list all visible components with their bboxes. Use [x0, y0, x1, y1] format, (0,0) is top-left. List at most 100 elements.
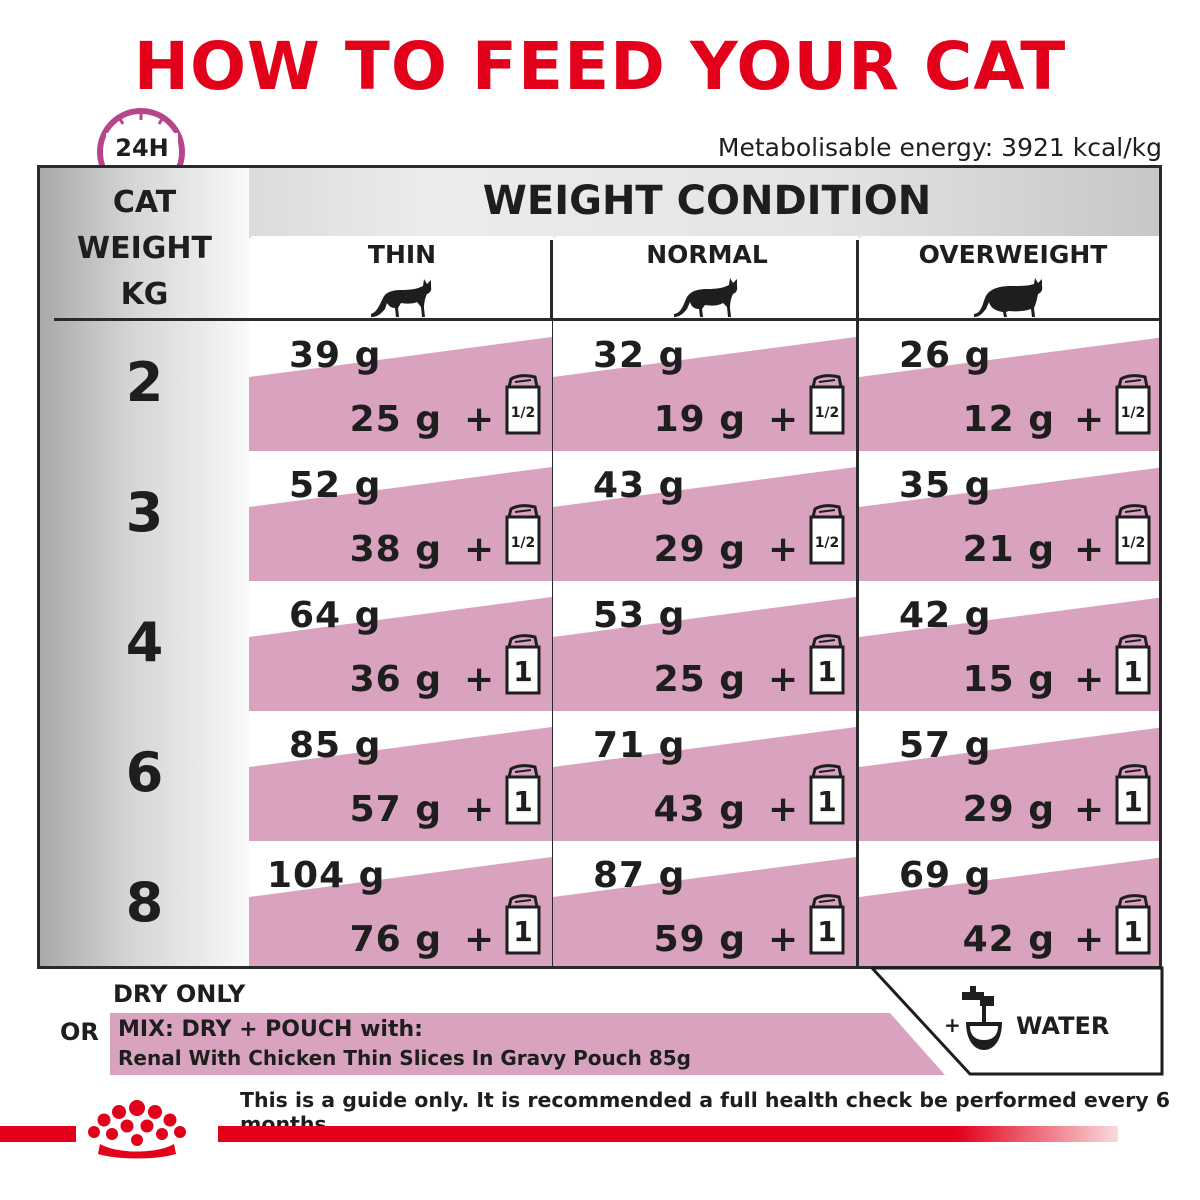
dry-amount: 69 g [899, 855, 992, 896]
weight-condition-title: WEIGHT CONDITION [482, 178, 932, 224]
pouch-icon: 1 [809, 634, 845, 695]
mix-amount: 19 g [653, 399, 746, 440]
mix-band [249, 597, 552, 711]
feeding-cell: 43 g 29 g +1/2 [553, 451, 856, 581]
pouch-amount: 1 [1123, 655, 1142, 688]
pouch-amount: 1 [1123, 785, 1142, 818]
pouch-icon: 1/2 [1115, 504, 1151, 565]
dry-amount: 53 g [593, 595, 686, 636]
mix-band [249, 467, 552, 581]
pouch-icon: 1 [1115, 634, 1151, 695]
pouch-icon: 1/2 [809, 504, 845, 565]
mix-amount: 57 g [349, 789, 442, 830]
pouch-icon: 1 [809, 894, 845, 955]
plus-sign: + [768, 789, 799, 830]
pouch-amount: 1 [513, 785, 532, 818]
pouch-amount: 1 [817, 915, 836, 948]
plus-sign: + [768, 919, 799, 960]
feeding-cell: 71 g 43 g +1 [553, 711, 856, 841]
plus-sign: + [464, 399, 495, 440]
mix-amount: 42 g [962, 919, 1055, 960]
legend-mix-product: Renal With Chicken Thin Slices In Gravy … [118, 1046, 691, 1070]
mix-band [859, 857, 1159, 966]
feeding-table: CAT WEIGHT KG WEIGHT CONDITION THIN NORM… [37, 165, 1162, 969]
pouch-amount: 1/2 [511, 535, 536, 551]
legend-mix-title: MIX: DRY + POUCH with: [118, 1017, 423, 1042]
dry-amount: 52 g [289, 465, 382, 506]
feeding-cell: 42 g 15 g +1 [859, 581, 1159, 711]
crown-logo [88, 1100, 186, 1159]
pouch-amount: 1 [817, 785, 836, 818]
mix-band [859, 467, 1159, 581]
plus-sign: + [1074, 529, 1105, 570]
dry-amount: 87 g [593, 855, 686, 896]
page-title: HOW TO FEED YOUR CAT [133, 28, 1067, 105]
mix-band [249, 857, 552, 966]
mix-band [859, 597, 1159, 711]
pouch-amount: 1/2 [1121, 535, 1146, 551]
plus-sign: + [1074, 789, 1105, 830]
cat-thin-icon [371, 279, 432, 317]
feeding-cell: 69 g 42 g +1 [859, 841, 1159, 966]
pouch-amount: 1 [817, 655, 836, 688]
mix-band [859, 337, 1159, 451]
pouch-icon: 1/2 [505, 504, 541, 565]
pouch-amount: 1/2 [815, 535, 840, 551]
plus-sign: + [464, 919, 495, 960]
pouch-amount: 1 [513, 655, 532, 688]
pouch-icon: 1/2 [1115, 374, 1151, 435]
feeding-cell: 26 g 12 g +1/2 [859, 321, 1159, 451]
feeding-cell: 57 g 29 g +1 [859, 711, 1159, 841]
pouch-amount: 1 [513, 915, 532, 948]
feeding-cell: 87 g 59 g +1 [553, 841, 856, 966]
column-header-normal: NORMAL [556, 236, 858, 321]
mix-band [553, 467, 856, 581]
plus-sign: + [1074, 919, 1105, 960]
mix-amount: 25 g [349, 399, 442, 440]
plus-sign: + [768, 529, 799, 570]
feeding-cell: 32 g 19 g +1/2 [553, 321, 856, 451]
clock-label: 24H [106, 133, 178, 163]
cat-normal-icon [674, 278, 738, 317]
legend-dry-only: DRY ONLY [113, 980, 246, 1008]
pouch-icon: 1 [1115, 894, 1151, 955]
mix-amount: 29 g [962, 789, 1055, 830]
cat-weight-header-line: KG [120, 277, 169, 312]
feeding-cell: 85 g 57 g +1 [249, 711, 552, 841]
plus-sign: + [768, 399, 799, 440]
pouch-amount: 1/2 [1121, 405, 1146, 421]
pouch-amount: 1 [1123, 915, 1142, 948]
column-divider [856, 240, 859, 966]
cat-weight-value: 8 [125, 871, 164, 934]
plus-sign: + [1074, 659, 1105, 700]
legend-mix-band [110, 1013, 945, 1075]
dry-amount: 32 g [593, 335, 686, 376]
feeding-cell: 52 g 38 g +1/2 [249, 451, 552, 581]
feeding-cell: 53 g 25 g +1 [553, 581, 856, 711]
feeding-cell: 35 g 21 g +1/2 [859, 451, 1159, 581]
mix-amount: 38 g [349, 529, 442, 570]
water-bowl-icon [962, 986, 1002, 1050]
dry-amount: 104 g [267, 855, 386, 896]
feeding-cell: 64 g 36 g +1 [249, 581, 552, 711]
column-label: THIN [367, 240, 437, 269]
column-label: OVERWEIGHT [918, 240, 1108, 269]
brand-line-left [0, 1126, 76, 1142]
water-box: + [870, 966, 1164, 1076]
mix-amount: 21 g [962, 529, 1055, 570]
pouch-icon: 1/2 [505, 374, 541, 435]
column-header-overweight: OVERWEIGHT [861, 236, 1159, 321]
weight-column [40, 168, 249, 966]
mix-amount: 29 g [653, 529, 746, 570]
cat-weight-value: 3 [125, 481, 164, 544]
mix-band [249, 337, 552, 451]
dry-amount: 71 g [593, 725, 686, 766]
mix-band [553, 727, 856, 841]
dry-amount: 57 g [899, 725, 992, 766]
pouch-icon: 1 [505, 764, 541, 825]
cat-weight-header-line: WEIGHT [77, 231, 212, 266]
column-label: NORMAL [646, 240, 768, 269]
cat-weight-header-line: CAT [112, 185, 177, 220]
pouch-amount: 1/2 [511, 405, 536, 421]
cat-weight-value: 6 [125, 741, 164, 804]
